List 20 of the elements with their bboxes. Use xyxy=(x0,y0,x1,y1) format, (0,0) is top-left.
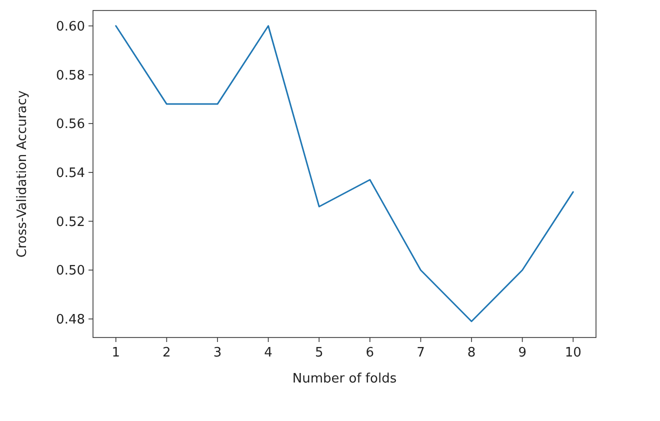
line-series xyxy=(115,25,574,322)
y-tick-label: 0.52 xyxy=(56,214,85,230)
x-tick-label: 7 xyxy=(416,346,425,360)
y-tick-label: 0.54 xyxy=(56,166,85,181)
y-tick-label: 0.56 xyxy=(56,117,85,132)
x-tick-label: 8 xyxy=(467,346,476,360)
y-tick-label: 0.48 xyxy=(56,312,85,328)
x-tick-label: 10 xyxy=(564,346,582,360)
x-tick-label: 6 xyxy=(366,346,374,360)
x-axis-title: Number of folds xyxy=(292,372,397,386)
x-tick-label: 4 xyxy=(264,346,272,360)
y-tick-label: 0.58 xyxy=(56,68,85,84)
y-tick-label: 0.60 xyxy=(56,19,85,34)
x-tick-label: 3 xyxy=(213,346,222,360)
y-axis-title: Cross-Validation Accuracy xyxy=(15,90,30,258)
x-tick-label: 1 xyxy=(112,346,120,360)
x-tick-label: 9 xyxy=(518,346,526,360)
y-tick-label: 0.50 xyxy=(56,264,85,279)
x-tick-label: 5 xyxy=(314,346,324,360)
x-tick-label: 2 xyxy=(162,346,171,360)
